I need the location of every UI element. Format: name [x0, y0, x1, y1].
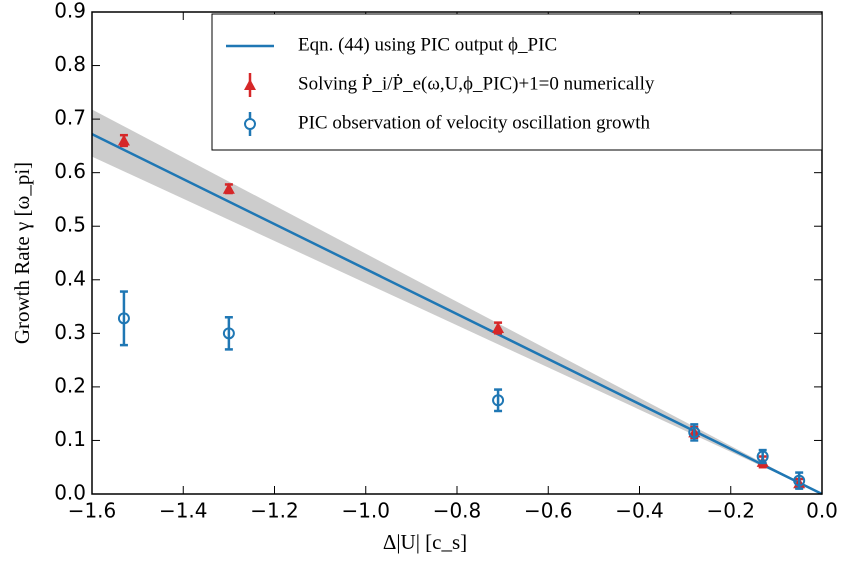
x-tick-label: −1.4 — [159, 499, 208, 523]
legend-swatch — [244, 118, 256, 130]
y-tick-label: 0.9 — [54, 0, 86, 23]
marker — [117, 312, 130, 325]
y-tick-label: 0.3 — [54, 320, 86, 344]
legend-swatch — [244, 79, 256, 90]
marker — [492, 321, 505, 333]
x-tick-label: −0.2 — [706, 499, 755, 523]
x-tick-label: −1.6 — [68, 499, 117, 523]
x-tick-label: −1.0 — [341, 499, 390, 523]
marker — [117, 134, 130, 146]
x-tick-label: −0.6 — [524, 499, 573, 523]
x-tick-label: −0.8 — [433, 499, 482, 523]
plot-frame — [91, 11, 823, 495]
y-tick-label: 0.1 — [54, 427, 86, 451]
x-tick-label: −1.2 — [250, 499, 299, 523]
marker — [492, 394, 505, 407]
y-tick-label: 0.2 — [54, 373, 86, 397]
y-tick-label: 0.8 — [54, 52, 86, 76]
x-tick-label: 0.0 — [806, 499, 838, 523]
y-axis-label: Growth Rate γ [ω_pi] — [10, 162, 34, 344]
fit-line — [91, 132, 823, 496]
marker — [688, 426, 701, 439]
y-tick-label: 0.4 — [54, 266, 86, 290]
y-tick-label: 0.7 — [54, 106, 86, 130]
x-tick-label: −0.4 — [615, 499, 664, 523]
legend-label: Solving Ṗ_i/Ṗ_e(ω,U,ϕ_PIC)+1=0 numerical… — [298, 73, 655, 94]
marker — [793, 474, 806, 487]
y-tick-label: 0.6 — [54, 159, 86, 183]
marker — [756, 450, 769, 463]
legend-box — [211, 13, 823, 151]
marker — [222, 182, 235, 194]
x-axis-label: Δ|U| [c_s] — [383, 530, 467, 554]
y-tick-label: 0.0 — [54, 481, 86, 505]
legend-label: Eqn. (44) using PIC output ϕ_PIC — [298, 34, 557, 55]
y-tick-label: 0.5 — [54, 213, 86, 237]
marker — [222, 327, 235, 340]
uncertainty-band — [92, 109, 822, 495]
legend-label: PIC observation of velocity oscillation … — [298, 112, 650, 133]
